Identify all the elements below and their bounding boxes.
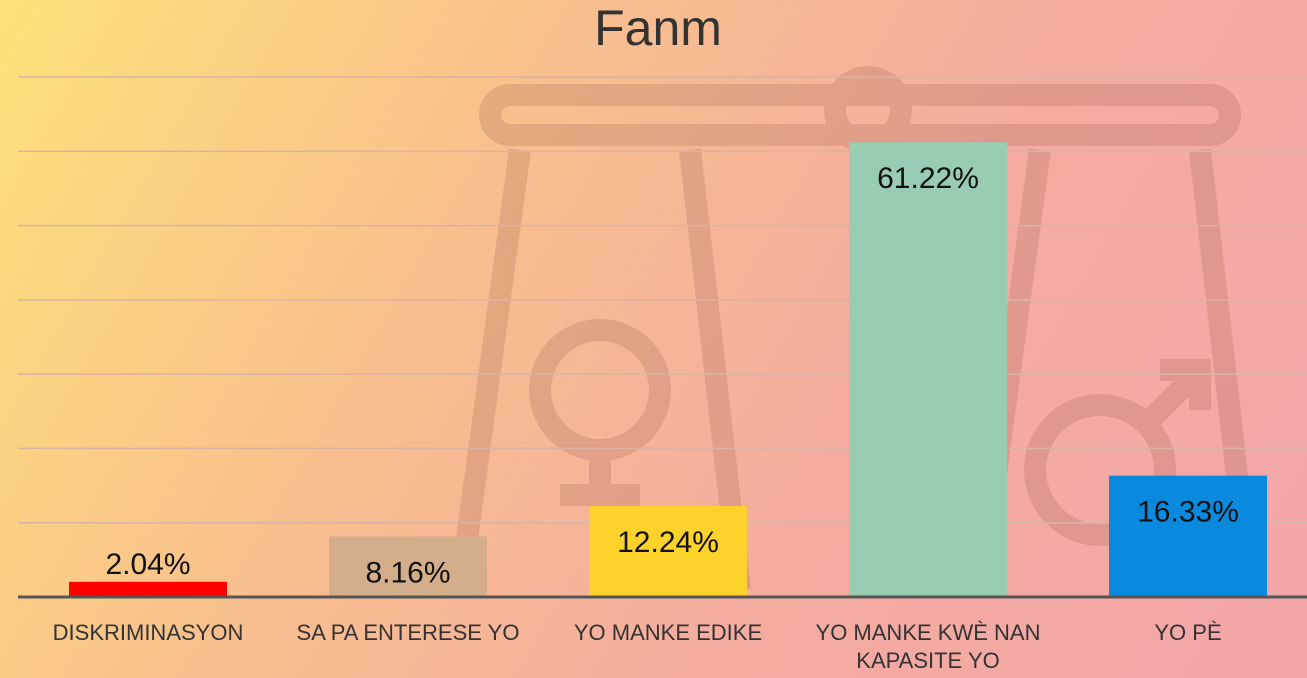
value-label: 61.22% — [877, 162, 979, 195]
chart-title: Fanm — [594, 0, 722, 56]
bar — [849, 142, 1007, 598]
value-label: 16.33% — [1137, 496, 1239, 529]
value-label: 2.04% — [105, 548, 190, 581]
x-tick-label: YO PÈ — [1154, 620, 1222, 645]
value-label: 12.24% — [617, 526, 719, 559]
bar — [329, 536, 487, 597]
scale-icon — [449, 66, 1261, 592]
x-tick-label: YO MANKE KWÈ NAN KAPASITE YO — [815, 620, 1041, 673]
bar — [69, 581, 227, 597]
value-label: 8.16% — [365, 556, 450, 589]
bar — [1109, 475, 1267, 597]
bar — [589, 506, 747, 597]
x-tick-label: YO MANKE EDIKE — [573, 620, 763, 645]
x-tick-label: SA PA ENTERESE YO — [296, 620, 520, 645]
x-tick-label: DISKRIMINASYON — [52, 620, 244, 645]
